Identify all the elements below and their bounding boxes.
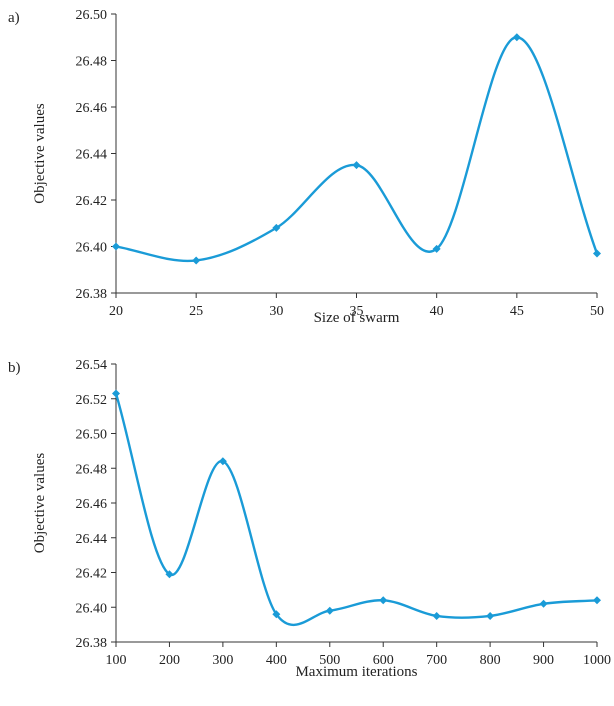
data-point-marker (352, 161, 361, 170)
panel-label: a) (8, 10, 20, 26)
series-line (115, 36, 599, 263)
chart-panel-a: 26.38 26.40 26.42 26.44 26.46 26.48 26.50 20 25 3… (8, 8, 604, 326)
data-point-marker (432, 244, 441, 253)
y-tick-label: 26.50 (76, 8, 108, 23)
panel-label: b) (8, 360, 21, 376)
x-tick-label: 500 (319, 653, 340, 668)
x-tick-label: 900 (533, 653, 554, 668)
x-axis-title: Maximum iterations (295, 664, 417, 680)
y-tick-label: 26.48 (76, 55, 108, 70)
y-tick-label: 26.48 (76, 462, 108, 477)
x-tick-label: 100 (106, 653, 127, 668)
data-point-marker (486, 611, 495, 620)
y-tick-label: 26.44 (76, 148, 108, 163)
x-tick-label: 200 (159, 653, 180, 668)
data-point-marker (218, 457, 227, 466)
y-tick-label: 26.52 (76, 393, 108, 408)
x-tick-label: 45 (510, 304, 524, 319)
y-tick-label: 26.46 (76, 101, 108, 116)
x-tick-label: 30 (269, 304, 283, 319)
y-tick-label: 26.40 (76, 601, 108, 616)
data-point-marker (272, 223, 281, 232)
data-point-marker (112, 242, 120, 251)
data-point-marker (593, 249, 601, 258)
x-tick-label: 25 (189, 304, 203, 319)
x-tick-label: 700 (426, 653, 447, 668)
x-tick-label: 800 (480, 653, 501, 668)
data-point-marker (379, 596, 388, 605)
data-point-marker (325, 606, 334, 615)
y-tick-label: 26.42 (76, 567, 108, 582)
x-tick-label: 40 (430, 304, 444, 319)
y-tick-label: 26.38 (76, 287, 108, 302)
series-line (114, 393, 598, 627)
data-point-marker (272, 610, 281, 619)
y-axis-title: Objective values (32, 103, 48, 204)
x-tick-label: 300 (212, 653, 233, 668)
x-tick-label: 50 (590, 304, 604, 319)
y-tick-label: 26.42 (76, 194, 108, 209)
data-point-marker (512, 33, 521, 42)
y-tick-label: 26.50 (76, 428, 108, 443)
x-tick-label: 20 (109, 304, 123, 319)
x-tick-label: 35 (350, 304, 364, 319)
data-point-marker (539, 599, 548, 608)
y-tick-label: 26.40 (76, 241, 108, 256)
y-axis-title: Objective values (32, 453, 48, 554)
data-point-marker (192, 256, 201, 265)
y-tick-label: 26.44 (76, 532, 108, 547)
y-tick-label: 26.38 (76, 636, 108, 651)
data-point-marker (165, 570, 174, 579)
y-tick-label: 26.54 (76, 358, 108, 373)
x-tick-label: 400 (266, 653, 287, 668)
data-point-marker (432, 611, 441, 620)
x-tick-label: 1000 (583, 653, 611, 668)
y-tick-label: 26.46 (76, 497, 108, 512)
x-tick-label: 600 (373, 653, 394, 668)
data-point-marker (593, 596, 601, 605)
data-point-marker (112, 389, 120, 398)
chart-panel-b: 26.38 26.40 26.42 26.44 26.46 26.48 26.50 26.52… (8, 358, 611, 680)
x-axis-title: Size of swarm (314, 310, 400, 326)
